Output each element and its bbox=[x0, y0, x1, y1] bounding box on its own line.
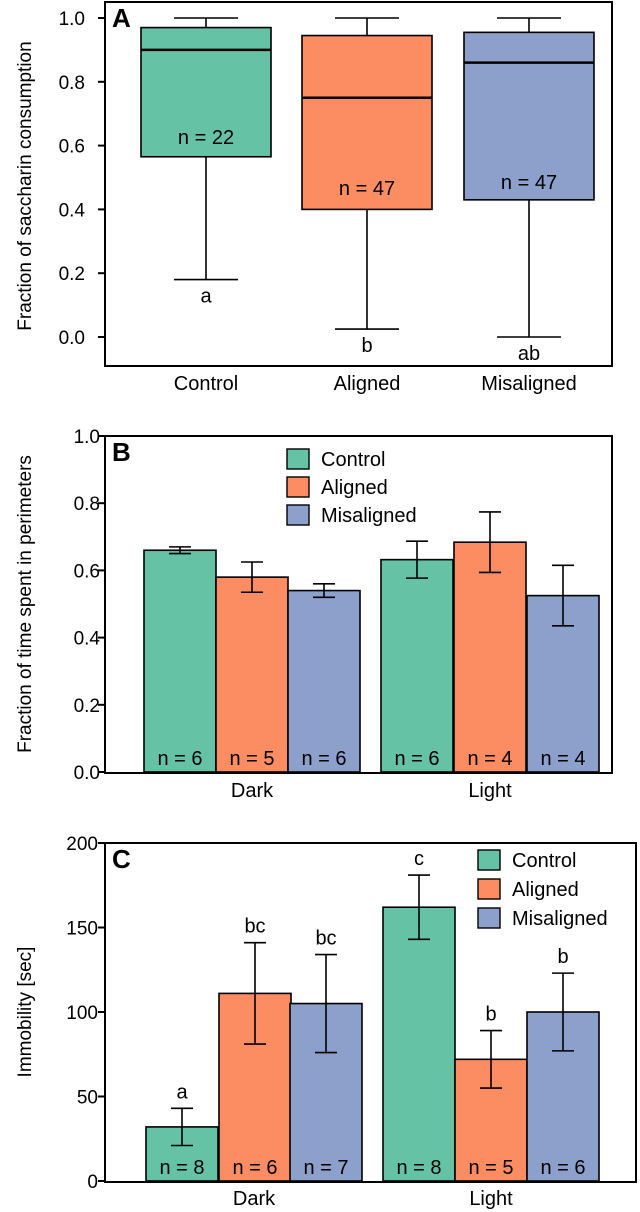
legend-swatch-control bbox=[286, 448, 310, 470]
bar-control-dark bbox=[143, 549, 217, 773]
y-tick-label: 1.0 bbox=[59, 9, 85, 30]
legend-label: Control bbox=[512, 850, 576, 872]
legend-label: Control bbox=[321, 449, 385, 471]
legend-swatch-control bbox=[477, 849, 501, 871]
x-category-label: Misaligned bbox=[481, 373, 577, 395]
legend-swatch-aligned bbox=[286, 476, 310, 498]
y-tick-label: 150 bbox=[66, 919, 98, 940]
y-tick-label: 0 bbox=[87, 1172, 98, 1193]
significance-letter: b bbox=[485, 1004, 496, 1026]
legend-swatch-aligned bbox=[477, 878, 501, 900]
n-label: n = 47 bbox=[339, 178, 395, 200]
y-axis-label: Fraction of saccharin consumption bbox=[15, 41, 36, 330]
panel-label: A bbox=[112, 3, 131, 33]
y-tick-label: 0.0 bbox=[59, 328, 85, 349]
legend-label: Misaligned bbox=[512, 908, 608, 930]
x-category-label: Dark bbox=[233, 1188, 276, 1210]
n-label: n = 4 bbox=[540, 748, 585, 770]
n-label: n = 47 bbox=[501, 172, 557, 194]
y-tick-label: 0.2 bbox=[74, 696, 100, 717]
significance-letter: a bbox=[176, 1081, 188, 1103]
plot-frame bbox=[104, 1, 613, 367]
n-label: n = 4 bbox=[467, 748, 512, 770]
y-tick-label: 1.0 bbox=[74, 427, 100, 448]
box-misaligned bbox=[463, 31, 595, 201]
legend-label: Aligned bbox=[512, 879, 579, 901]
y-tick-label: 0.4 bbox=[59, 200, 86, 221]
legend-swatch-misaligned bbox=[286, 504, 310, 526]
significance-letter: b bbox=[557, 946, 568, 968]
n-label: n = 6 bbox=[394, 748, 439, 770]
y-axis-label: Fraction of time spent in perimeters bbox=[15, 455, 36, 753]
y-tick-label: 50 bbox=[77, 1088, 98, 1109]
significance-letter: b bbox=[361, 335, 372, 357]
panel-label: C bbox=[112, 844, 131, 874]
bar-aligned-light bbox=[453, 541, 527, 773]
bar-aligned-dark bbox=[215, 576, 289, 773]
n-label: n = 7 bbox=[303, 1157, 348, 1179]
legend-swatch-misaligned bbox=[477, 907, 501, 929]
plot-frame bbox=[104, 435, 613, 774]
n-label: n = 8 bbox=[159, 1157, 204, 1179]
y-tick-label: 0.4 bbox=[74, 629, 101, 650]
n-label: n = 6 bbox=[540, 1157, 585, 1179]
panel-label: B bbox=[112, 437, 131, 467]
significance-letter: ab bbox=[518, 343, 540, 365]
panel-b-bar-chart: 0.0 0.2 0.4 0.6 0.8 1.0 B Fraction of time spen… bbox=[15, 427, 613, 802]
y-axis-label: Immobility [sec] bbox=[15, 947, 36, 1078]
y-tick-label: 0.0 bbox=[74, 763, 100, 784]
significance-letter: bc bbox=[315, 928, 336, 950]
y-tick-label: 100 bbox=[66, 1003, 98, 1024]
y-tick-label: 0.6 bbox=[74, 561, 100, 582]
y-tick-label: 0.8 bbox=[74, 494, 100, 515]
legend-label: Misaligned bbox=[321, 505, 417, 527]
bar-misaligned-dark bbox=[287, 589, 361, 773]
n-label: n = 22 bbox=[178, 127, 234, 149]
x-category-label: Light bbox=[469, 1188, 513, 1210]
panel-a-box-chart: 0.0 0.2 0.4 0.6 0.8 1.0 A Fraction of saccharin… bbox=[15, 1, 613, 395]
significance-letter: c bbox=[414, 848, 424, 870]
y-tick-label: 0.6 bbox=[59, 137, 85, 158]
box-aligned bbox=[301, 34, 433, 211]
x-category-label: Control bbox=[174, 373, 238, 395]
x-category-label: Aligned bbox=[334, 373, 401, 395]
bar-control-light bbox=[382, 906, 456, 1182]
significance-letter: bc bbox=[244, 916, 265, 938]
bar-control-light bbox=[380, 558, 454, 773]
y-tick-label: 0.2 bbox=[59, 264, 85, 285]
significance-letter: a bbox=[200, 286, 212, 308]
legend-label: Aligned bbox=[321, 477, 388, 499]
x-category-label: Dark bbox=[231, 780, 274, 802]
x-category-label: Light bbox=[468, 780, 512, 802]
y-tick-label: 0.8 bbox=[59, 73, 85, 94]
n-label: n = 6 bbox=[232, 1157, 277, 1179]
panel-c-bar-chart: 0 50 100 150 200 C Immobility [sec] n = 8 a n = 8… bbox=[15, 834, 637, 1210]
n-label: n = 8 bbox=[396, 1157, 441, 1179]
n-label: n = 5 bbox=[229, 748, 274, 770]
n-label: n = 6 bbox=[301, 748, 346, 770]
n-label: n = 6 bbox=[157, 748, 202, 770]
y-tick-label: 200 bbox=[66, 834, 98, 855]
n-label: n = 5 bbox=[468, 1157, 513, 1179]
